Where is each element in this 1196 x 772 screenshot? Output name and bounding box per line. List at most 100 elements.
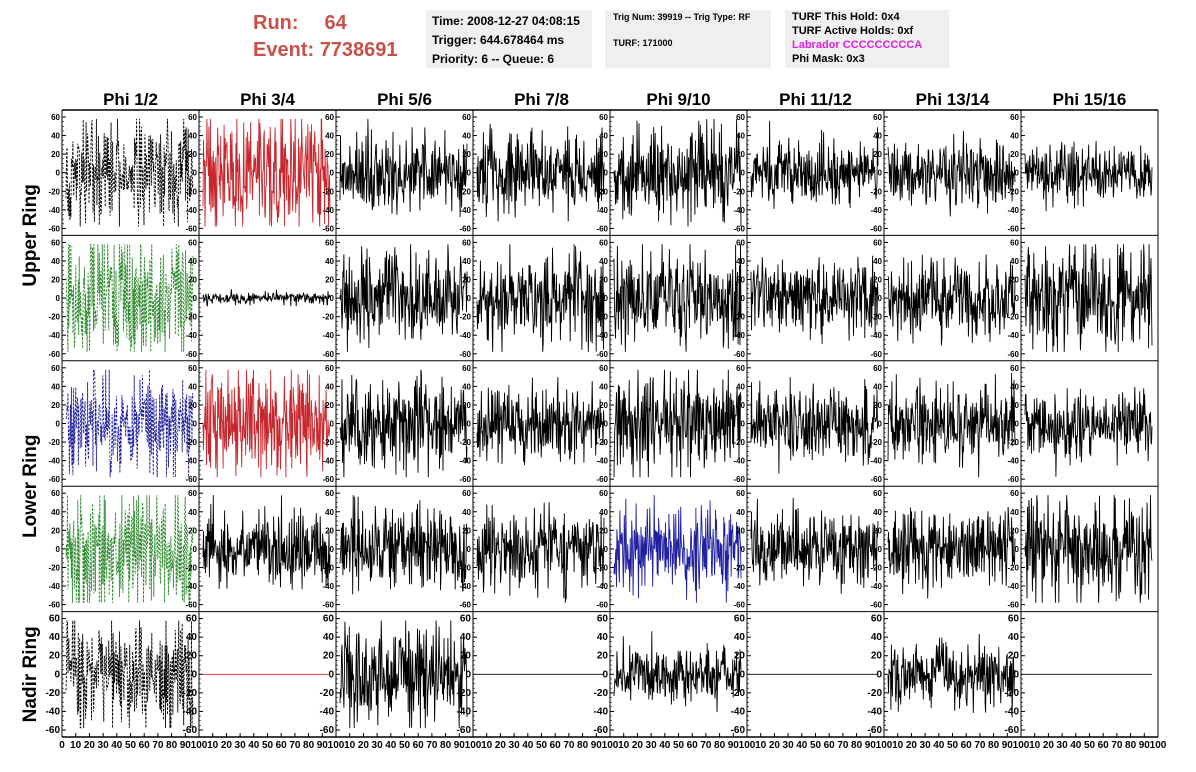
y-tick-label: -60 bbox=[183, 725, 198, 736]
waveform-trace bbox=[339, 118, 468, 218]
x-tick-label: 20 bbox=[906, 740, 918, 751]
x-tick-label: 20 bbox=[495, 740, 507, 751]
y-tick-label: 20 bbox=[1010, 526, 1019, 535]
y-tick-label: -40 bbox=[183, 706, 198, 717]
waveform-trace bbox=[1024, 495, 1153, 603]
x-tick-label: 30 bbox=[920, 740, 932, 751]
waveform-trace bbox=[1024, 140, 1153, 212]
y-tick-label: -40 bbox=[733, 582, 745, 591]
labrador-text: Labrador CCCCCCCCCA bbox=[792, 39, 923, 51]
y-tick-label: -40 bbox=[1007, 582, 1019, 591]
y-tick-label: 60 bbox=[599, 113, 608, 122]
y-tick-label: 60 bbox=[462, 364, 471, 373]
run-event-block: Run: 64 Event: 7738691 bbox=[253, 10, 398, 64]
y-tick-label: 20 bbox=[599, 526, 608, 535]
y-tick-label: 20 bbox=[325, 276, 334, 285]
y-tick-label: -60 bbox=[320, 725, 335, 736]
y-tick-label: 40 bbox=[325, 382, 334, 391]
y-tick-label: 40 bbox=[188, 132, 197, 141]
y-tick-label: 40 bbox=[188, 257, 197, 266]
x-tick-label: 60 bbox=[1098, 740, 1110, 751]
waveform-trace bbox=[750, 120, 879, 209]
y-tick-label: -60 bbox=[459, 601, 471, 610]
waveform-trace bbox=[202, 289, 331, 308]
y-tick-label: -40 bbox=[870, 457, 882, 466]
x-tick-label: 10 bbox=[618, 740, 630, 751]
waveform-trace bbox=[476, 502, 605, 603]
y-tick-label: 20 bbox=[734, 651, 746, 662]
trigger-text: Trigger: 644.678464 ms bbox=[432, 33, 565, 47]
x-tick-label: 40 bbox=[659, 740, 671, 751]
x-tick-label: 60 bbox=[413, 740, 425, 751]
column-header: Phi 13/14 bbox=[916, 90, 990, 109]
y-tick-label: -60 bbox=[185, 601, 197, 610]
y-tick-label: 40 bbox=[1008, 632, 1020, 643]
y-tick-label: -20 bbox=[870, 438, 882, 447]
x-tick-label: 60 bbox=[687, 740, 699, 751]
y-tick-label: 0 bbox=[741, 420, 746, 429]
x-tick-label: 10 bbox=[70, 740, 82, 751]
x-tick-label: 70 bbox=[837, 740, 849, 751]
y-tick-label: 40 bbox=[736, 382, 745, 391]
y-tick-label: -20 bbox=[322, 187, 334, 196]
x-tick-label: 10 bbox=[1029, 740, 1041, 751]
column-header: Phi 9/10 bbox=[646, 90, 710, 109]
y-tick-label: -60 bbox=[733, 350, 745, 359]
waveform-trace bbox=[750, 255, 879, 344]
y-tick-label: 60 bbox=[186, 614, 198, 625]
x-tick-label: 10 bbox=[481, 740, 493, 751]
y-tick-label: -40 bbox=[594, 706, 609, 717]
y-tick-label: -20 bbox=[870, 313, 882, 322]
y-tick-label: 20 bbox=[1008, 651, 1020, 662]
column-header: Phi 3/4 bbox=[240, 90, 295, 109]
y-tick-label: 0 bbox=[741, 294, 746, 303]
y-tick-label: -60 bbox=[48, 475, 60, 484]
waveform-trace bbox=[202, 118, 331, 227]
x-tick-label: 30 bbox=[646, 740, 658, 751]
y-tick-label: 40 bbox=[871, 632, 883, 643]
y-tick-label: 40 bbox=[599, 508, 608, 517]
waveform-trace bbox=[476, 377, 605, 466]
turf-hold-text: TURF This Hold: 0x4 bbox=[792, 11, 900, 23]
x-tick-label: 40 bbox=[796, 740, 808, 751]
y-tick-label: 20 bbox=[188, 526, 197, 535]
y-tick-label: -20 bbox=[596, 313, 608, 322]
y-tick-label: 60 bbox=[51, 238, 60, 247]
y-tick-label: -20 bbox=[48, 563, 60, 572]
y-tick-label: -60 bbox=[46, 725, 61, 736]
x-tick-label: 20 bbox=[84, 740, 96, 751]
waveform-trace bbox=[1024, 386, 1153, 477]
y-tick-label: -60 bbox=[1005, 725, 1020, 736]
waveform-trace bbox=[339, 369, 468, 478]
waveform-trace bbox=[613, 244, 742, 352]
y-tick-label: -40 bbox=[48, 206, 60, 215]
y-tick-label: 0 bbox=[193, 545, 198, 554]
y-tick-label: -20 bbox=[322, 438, 334, 447]
y-tick-label: 20 bbox=[323, 651, 335, 662]
x-tick-label: 20 bbox=[221, 740, 233, 751]
x-tick-label: 80 bbox=[166, 740, 178, 751]
y-tick-label: -20 bbox=[868, 688, 883, 699]
waveform-trace bbox=[202, 369, 331, 478]
x-tick-label: 70 bbox=[700, 740, 712, 751]
y-tick-label: 60 bbox=[51, 489, 60, 498]
y-tick-label: -40 bbox=[185, 206, 197, 215]
y-tick-label: -20 bbox=[870, 563, 882, 572]
waveform-trace bbox=[613, 631, 742, 713]
waveform-trace bbox=[339, 620, 468, 729]
y-tick-label: 0 bbox=[467, 545, 472, 554]
column-header: Phi 11/12 bbox=[779, 90, 852, 109]
y-tick-label: 0 bbox=[741, 545, 746, 554]
y-tick-label: -40 bbox=[185, 457, 197, 466]
y-tick-label: 40 bbox=[599, 257, 608, 266]
y-tick-label: 40 bbox=[599, 382, 608, 391]
y-tick-label: 0 bbox=[191, 669, 197, 680]
y-tick-label: 20 bbox=[462, 276, 471, 285]
x-tick-label: 30 bbox=[235, 740, 247, 751]
y-tick-label: 60 bbox=[599, 489, 608, 498]
waveform-trace bbox=[476, 244, 605, 352]
y-tick-label: -60 bbox=[322, 601, 334, 610]
x-tick-label: 90 bbox=[728, 740, 740, 751]
y-tick-label: 40 bbox=[597, 632, 609, 643]
